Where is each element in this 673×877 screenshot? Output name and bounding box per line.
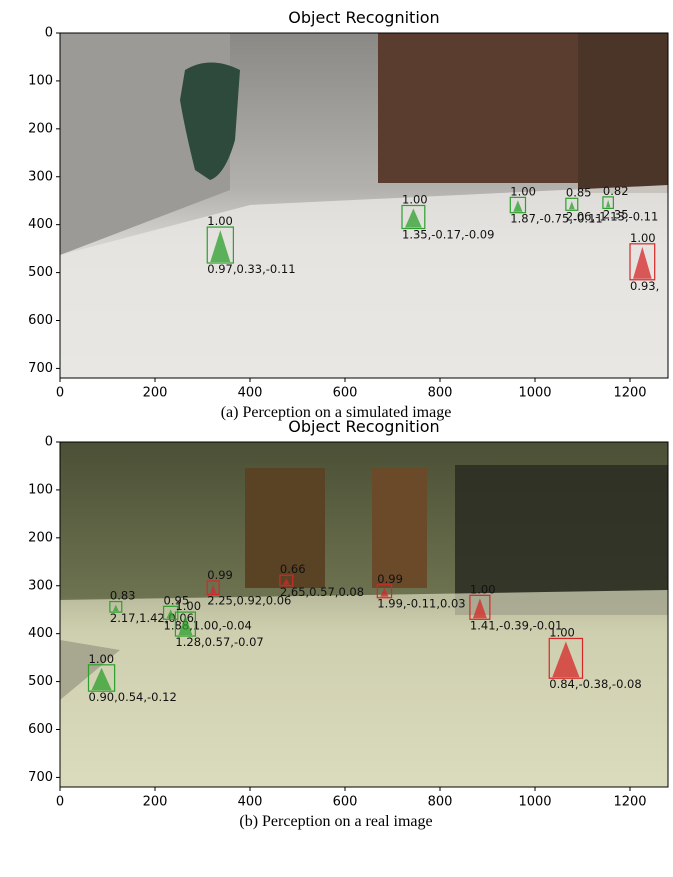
detection-score: 0.99 xyxy=(377,572,403,586)
cone xyxy=(513,200,523,212)
panel-title: Object Recognition xyxy=(288,8,439,27)
cone xyxy=(166,609,175,619)
cone xyxy=(210,583,217,594)
detection-box xyxy=(162,605,179,620)
detection-box xyxy=(565,197,579,211)
y-tick-label: 300 xyxy=(28,578,53,593)
detection-score: 0.95 xyxy=(164,593,190,607)
x-tick-label: 200 xyxy=(143,386,168,401)
detection-score: 1.00 xyxy=(207,214,233,228)
real-image xyxy=(60,442,668,787)
cone xyxy=(568,201,575,210)
detection-box xyxy=(602,196,614,209)
axes-frame xyxy=(59,32,669,379)
detection-score: 0.85 xyxy=(566,185,592,199)
x-tick-label: 1200 xyxy=(613,795,646,810)
y-tick-label: 400 xyxy=(28,217,53,232)
x-tick-label: 0 xyxy=(56,386,64,401)
detection-pose: 0.97,0.33,-0.11 xyxy=(207,262,295,276)
x-tick-label: 1000 xyxy=(518,795,551,810)
x-tick-label: 400 xyxy=(238,795,263,810)
cone xyxy=(472,598,487,619)
simulated-image xyxy=(60,33,668,378)
panel-caption: (b) Perception on a real image xyxy=(239,813,432,830)
detection-box xyxy=(376,584,393,599)
x-tick-label: 800 xyxy=(428,795,453,810)
y-tick-label: 600 xyxy=(28,313,53,328)
cone xyxy=(178,615,193,636)
detection-box xyxy=(469,594,491,620)
detection-score: 1.00 xyxy=(89,652,115,666)
panel-caption: (a) Perception on a simulated image xyxy=(221,404,452,421)
y-tick-label: 400 xyxy=(28,626,53,641)
y-tick-label: 300 xyxy=(28,169,53,184)
detection-pose: 1.28,0.57,-0.07 xyxy=(175,635,263,649)
detection-pose: 0.90,0.54,-0.12 xyxy=(89,690,177,704)
detection-score: 1.00 xyxy=(175,599,201,613)
y-tick-label: 700 xyxy=(28,361,53,376)
y-tick-label: 100 xyxy=(28,73,53,88)
detection-pose: 2.06,-1.13,-0.11 xyxy=(566,209,658,223)
detection-pose: 1.41,-0.39,-0.01 xyxy=(470,618,562,632)
detection-score: 1.00 xyxy=(402,193,428,207)
cone xyxy=(405,208,422,228)
y-tick-label: 500 xyxy=(28,674,53,689)
cone xyxy=(605,199,611,208)
detection-score: 1.00 xyxy=(510,184,536,198)
x-tick-label: 200 xyxy=(143,795,168,810)
detection-pose: 1.99,-0.11,0.03 xyxy=(377,597,465,611)
cone xyxy=(282,578,290,585)
detection-pose: 0.93, xyxy=(630,279,659,293)
detection-score: 1.00 xyxy=(470,582,496,596)
detection-pose: 2.35 xyxy=(603,207,629,221)
y-tick-label: 600 xyxy=(28,722,53,737)
y-tick-label: 500 xyxy=(28,265,53,280)
detection-pose: 1.87,-0.75,-0.11 xyxy=(510,212,602,226)
x-tick-label: 800 xyxy=(428,386,453,401)
cone xyxy=(112,604,119,612)
y-tick-label: 200 xyxy=(28,121,53,136)
cone xyxy=(633,246,652,279)
detection-pose: 2.65,0.57,0.08 xyxy=(280,585,364,599)
detection-box xyxy=(401,204,426,230)
detection-box xyxy=(548,637,584,679)
x-tick-label: 1200 xyxy=(613,386,646,401)
detection-box xyxy=(279,574,294,587)
detection-score: 0.66 xyxy=(280,562,306,576)
detection-pose: 0.84,-0.38,-0.08 xyxy=(549,677,641,691)
detection-box xyxy=(509,196,527,214)
x-tick-label: 1000 xyxy=(518,386,551,401)
detection-box xyxy=(206,580,220,595)
detection-box xyxy=(87,664,116,692)
detection-score: 0.83 xyxy=(110,589,136,603)
detection-box xyxy=(206,226,234,264)
cone xyxy=(91,667,112,691)
y-tick-label: 700 xyxy=(28,770,53,785)
detection-score: 0.82 xyxy=(603,184,629,198)
cone xyxy=(552,641,580,678)
cone xyxy=(380,587,389,597)
detection-box xyxy=(629,243,656,281)
detection-score: 0.99 xyxy=(207,568,233,582)
detection-score: 1.00 xyxy=(549,625,575,639)
x-tick-label: 600 xyxy=(333,795,358,810)
detection-box xyxy=(109,600,123,613)
panel-title: Object Recognition xyxy=(288,417,439,436)
detection-score: 1.00 xyxy=(630,231,656,245)
x-tick-label: 600 xyxy=(333,386,358,401)
y-tick-label: 0 xyxy=(45,26,53,41)
cone xyxy=(210,230,231,262)
x-tick-label: 400 xyxy=(238,386,263,401)
detection-pose: 2.25,0.92,0.06 xyxy=(207,593,291,607)
detection-pose: 1.88,1.00,-0.04 xyxy=(164,618,252,632)
y-tick-label: 100 xyxy=(28,482,53,497)
detection-pose: 1.35,-0.17,-0.09 xyxy=(402,228,494,242)
detection-box xyxy=(174,611,196,637)
y-tick-label: 0 xyxy=(45,435,53,450)
y-tick-label: 200 xyxy=(28,530,53,545)
x-tick-label: 0 xyxy=(56,795,64,810)
axes-frame xyxy=(59,441,669,788)
